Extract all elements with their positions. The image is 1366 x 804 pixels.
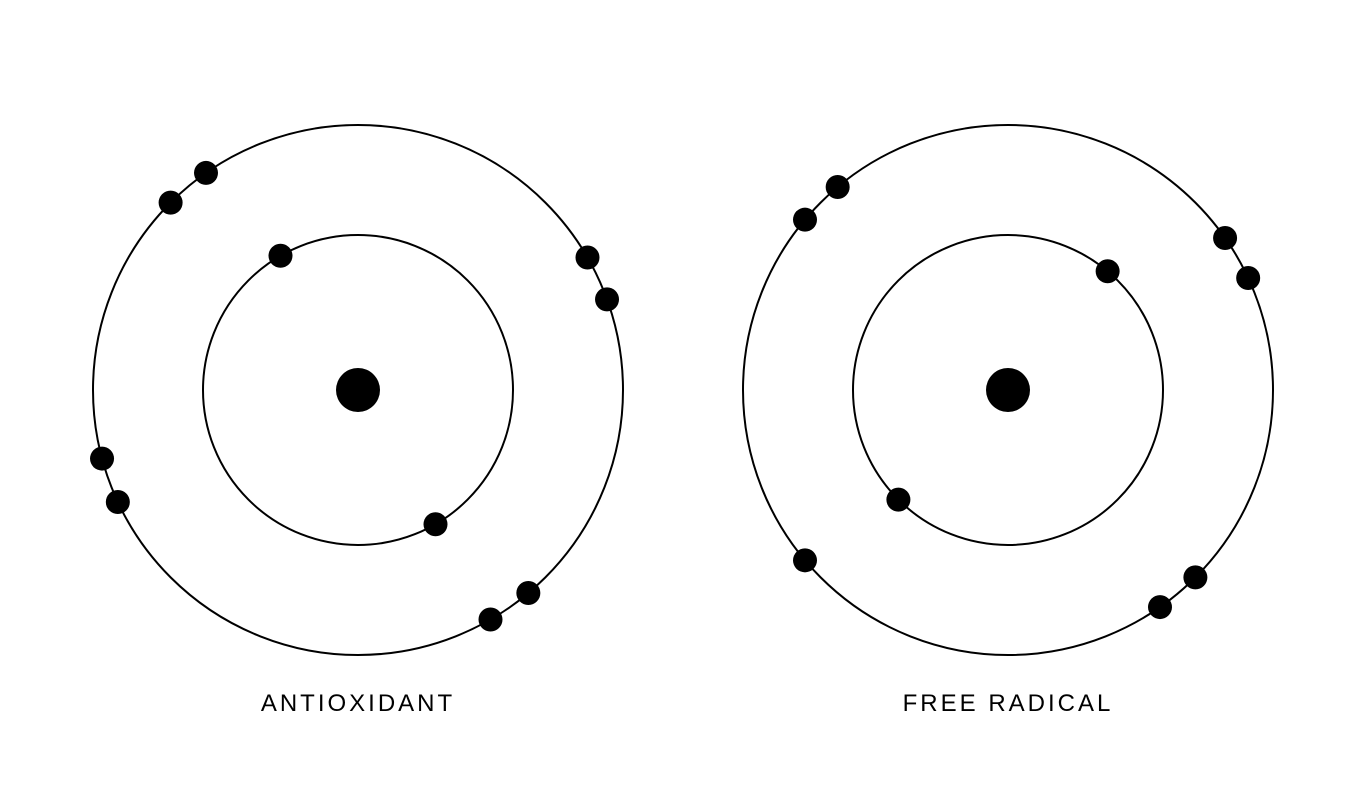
electron [575, 246, 599, 270]
electron [1213, 226, 1237, 250]
electron [194, 161, 218, 185]
electron [886, 488, 910, 512]
electron [516, 581, 540, 605]
electron [595, 287, 619, 311]
electron [793, 548, 817, 572]
electron [826, 175, 850, 199]
electron [269, 244, 293, 268]
antioxidant-svg [88, 120, 628, 660]
electron [90, 447, 114, 471]
free-radical-atom [738, 120, 1278, 660]
electron [1096, 259, 1120, 283]
nucleus [986, 368, 1030, 412]
antioxidant-wrapper: ANTIOXIDANT [88, 120, 628, 718]
electron [479, 607, 503, 631]
electron [1148, 595, 1172, 619]
free-radical-svg [738, 120, 1278, 660]
antioxidant-label: ANTIOXIDANT [261, 690, 455, 718]
electron [793, 208, 817, 232]
antioxidant-atom [88, 120, 628, 660]
diagram-container: ANTIOXIDANT FREE RADICAL [0, 0, 1366, 718]
free-radical-wrapper: FREE RADICAL [738, 120, 1278, 718]
electron [159, 191, 183, 215]
electron [1236, 266, 1260, 290]
nucleus [336, 368, 380, 412]
electron [1183, 565, 1207, 589]
electron [106, 490, 130, 514]
electron [424, 512, 448, 536]
free-radical-label: FREE RADICAL [903, 690, 1114, 718]
